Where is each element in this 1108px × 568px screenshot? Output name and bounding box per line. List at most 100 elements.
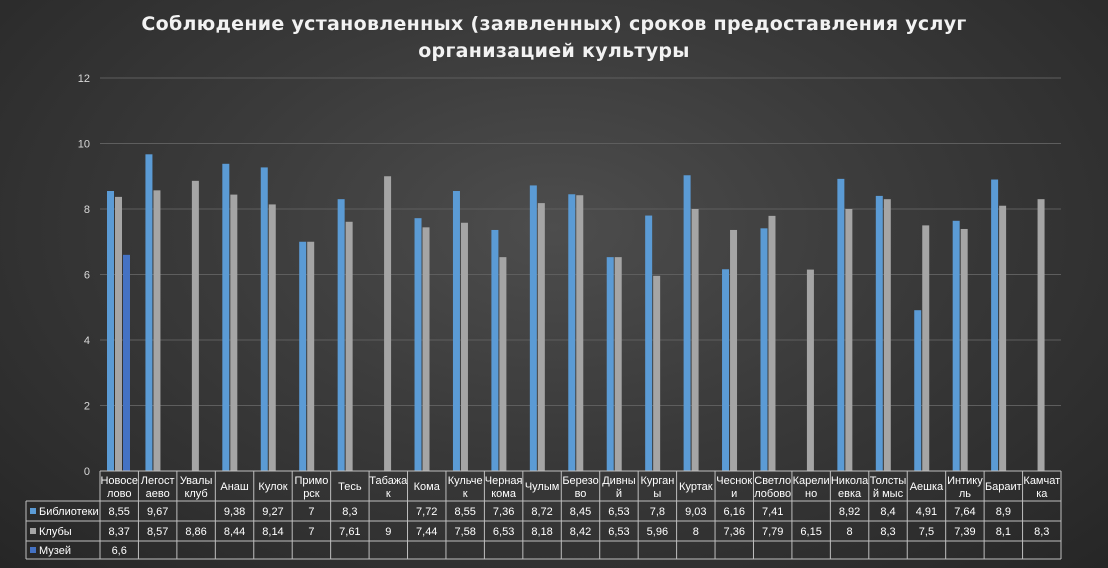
series-name: Библиотеки [39, 506, 99, 518]
data-value: 7,61 [339, 526, 360, 538]
category-label: Камчат [1023, 475, 1060, 487]
bar [683, 175, 691, 471]
category-label: Карели [793, 475, 830, 487]
category-label: аево [146, 488, 170, 500]
category-label: Тесь [338, 481, 362, 493]
category-label: во [575, 488, 587, 500]
category-label: ль [959, 488, 971, 500]
bar [837, 178, 845, 471]
y-tick-label: 2 [84, 401, 90, 413]
category-label: Чулым [525, 481, 559, 493]
chart-title-line-1: Соблюдение установленных (заявленных) ср… [141, 13, 967, 35]
bar [576, 195, 584, 471]
bar [653, 275, 661, 471]
data-value: 6,15 [800, 526, 821, 538]
bar [730, 229, 738, 471]
legend-key [30, 547, 36, 553]
category-label: Куртак [679, 481, 713, 493]
bar [422, 227, 430, 471]
category-label: ка [1036, 488, 1048, 500]
data-value: 9,27 [262, 506, 283, 518]
bar [614, 257, 622, 471]
category-label: Увалы [180, 475, 213, 487]
data-value: 8,14 [262, 526, 283, 538]
category-label: Бараит [985, 481, 1022, 493]
category-label: Табажа [369, 475, 408, 487]
category-label: Кома [414, 481, 441, 493]
data-value: 8 [693, 526, 699, 538]
data-value: 8,44 [224, 526, 245, 538]
bar [337, 199, 345, 472]
category-label: й мыс [873, 488, 904, 500]
bar [537, 203, 545, 472]
data-value: 7 [308, 506, 314, 518]
bar [299, 241, 307, 471]
data-value: 8,3 [880, 526, 895, 538]
data-value: 7,72 [416, 506, 437, 518]
bar [460, 222, 468, 471]
bar [191, 180, 199, 471]
bar [107, 190, 114, 472]
data-value: 7,41 [762, 506, 783, 518]
bar [123, 254, 130, 471]
data-value: 9,03 [685, 506, 706, 518]
data-value: 8,72 [531, 506, 552, 518]
category-label: Березо [562, 475, 598, 487]
category-label: Интику [947, 475, 983, 487]
data-value: 7,44 [416, 526, 437, 538]
bar [260, 167, 268, 471]
data-value: 6,6 [112, 545, 127, 557]
category-label: к [386, 488, 391, 500]
data-value: 9,67 [147, 506, 168, 518]
data-value: 8 [847, 526, 853, 538]
category-label: Дивны [602, 475, 636, 487]
data-value: 8,18 [531, 526, 552, 538]
y-tick-label: 4 [84, 335, 90, 347]
data-value: 9 [385, 526, 391, 538]
bar [922, 225, 930, 471]
category-label: Толсты [870, 475, 907, 487]
category-label: евка [838, 488, 862, 500]
category-label: лобово [754, 488, 791, 500]
data-value: 8,4 [880, 506, 895, 518]
data-value: 7,58 [454, 526, 475, 538]
data-value: 8,55 [109, 506, 130, 518]
bar [845, 209, 853, 471]
category-label: й [616, 488, 622, 500]
data-value: 8,37 [109, 526, 130, 538]
series-name: Клубы [39, 526, 72, 538]
category-label: Кульче [448, 475, 483, 487]
legend-key [30, 508, 36, 514]
y-tick-label: 6 [84, 270, 90, 282]
category-label: Кулок [258, 481, 287, 493]
category-label: рск [303, 488, 320, 500]
bar [645, 215, 653, 471]
bar [345, 221, 353, 471]
data-value: 8,55 [454, 506, 475, 518]
bar [222, 163, 230, 471]
data-value: 8,1 [996, 526, 1011, 538]
category-label: Светло [754, 475, 791, 487]
data-value: 8,42 [570, 526, 591, 538]
bar [491, 229, 499, 471]
data-value: 8,3 [1034, 526, 1049, 538]
data-value: 7 [308, 526, 314, 538]
bar [414, 218, 422, 471]
category-label: и [731, 488, 737, 500]
data-value: 7,36 [493, 506, 514, 518]
bar [568, 194, 576, 471]
category-label: Примо [294, 475, 328, 487]
bar [384, 176, 392, 471]
category-label: ы [653, 488, 661, 500]
bar [991, 179, 999, 471]
data-value: 7,79 [762, 526, 783, 538]
data-value: 8,86 [185, 526, 206, 538]
data-value: 7,5 [919, 526, 934, 538]
category-label: Новосе [100, 475, 138, 487]
category-label: Чеснок [716, 475, 752, 487]
bar [914, 310, 922, 471]
category-label: но [805, 488, 817, 500]
y-tick-label: 10 [78, 139, 90, 151]
data-value: 6,53 [608, 506, 629, 518]
bar [806, 269, 814, 471]
